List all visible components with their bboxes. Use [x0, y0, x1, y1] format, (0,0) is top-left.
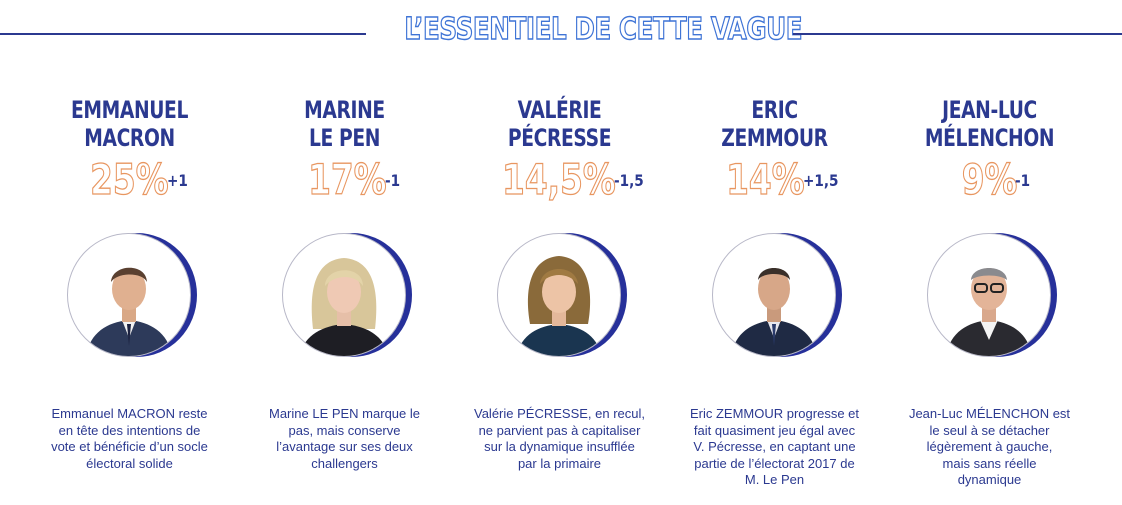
portrait-photo [497, 233, 621, 357]
candidate-score: 14,5% [501, 155, 616, 204]
candidate-portrait [67, 233, 197, 363]
candidate-score: 14% [726, 155, 805, 204]
candidate-change: +1,5 [803, 170, 839, 190]
candidate-description: Eric ZEMMOUR progresse et fait quasiment… [689, 406, 860, 487]
candidate-score-row: 25% +1 [22, 155, 237, 204]
candidate-card-zemmour: ERIC ZEMMOUR 14% +1,5 Eric ZEMMOUR progr… [667, 96, 882, 496]
portrait-photo [927, 233, 1051, 357]
person-silhouette-icon [731, 268, 817, 356]
header-rule-right [793, 33, 1122, 35]
page-title: L’ESSENTIEL DE CETTE VAGUE [404, 11, 803, 47]
candidate-name: MARINE LE PEN [304, 96, 385, 152]
candidate-score-row: 9% -1 [882, 155, 1097, 204]
candidate-portrait [712, 233, 842, 363]
candidate-name: JEAN-LUC MÉLENCHON [924, 96, 1055, 152]
candidate-change: -1 [385, 170, 401, 190]
candidate-score: 25% [89, 155, 169, 204]
candidate-portrait [497, 233, 627, 363]
candidate-score-row: 17% -1 [237, 155, 452, 204]
candidate-change: -1 [1015, 170, 1031, 190]
candidate-card-melenchon: JEAN-LUC MÉLENCHON 9% -1 Jean-Luc MÉLENC… [882, 96, 1097, 496]
candidate-description: Marine LE PEN marque le pas, mais conser… [268, 406, 420, 471]
candidate-score-row: 14% +1,5 [667, 155, 882, 204]
candidate-change: -1,5 [614, 170, 644, 190]
person-silhouette-icon [946, 268, 1032, 356]
candidate-name: EMMANUEL MACRON [71, 96, 188, 152]
candidate-portrait [927, 233, 1057, 363]
candidate-score: 17% [308, 155, 387, 204]
person-silhouette-icon [516, 256, 602, 356]
candidate-description: Jean-Luc MÉLENCHON est le seul à se déta… [908, 406, 1071, 487]
candidate-portrait [282, 233, 412, 363]
candidate-name: ERIC ZEMMOUR [721, 96, 828, 152]
portrait-photo [67, 233, 191, 357]
candidate-description: Emmanuel MACRON reste en tête des intent… [51, 406, 208, 471]
candidate-card-pecresse: VALÉRIE PÉCRESSE 14,5% -1,5 Valérie PÉCR… [452, 96, 667, 496]
candidate-name: VALÉRIE PÉCRESSE [507, 96, 612, 152]
candidate-card-le-pen: MARINE LE PEN 17% -1 Marine LE PEN marqu… [237, 96, 452, 496]
person-silhouette-icon [86, 267, 172, 356]
candidate-change: +1 [166, 170, 188, 190]
candidate-description: Valérie PÉCRESSE, en recul, ne parvient … [474, 406, 645, 471]
person-silhouette-icon [299, 258, 389, 356]
candidate-score: 9% [961, 155, 1018, 204]
header-rule-left [0, 33, 366, 35]
portrait-photo [712, 233, 836, 357]
candidate-card-macron: EMMANUEL MACRON 25% +1 Emmanuel MACRON r… [22, 96, 237, 496]
portrait-photo [282, 233, 406, 357]
candidate-score-row: 14,5% -1,5 [452, 155, 667, 204]
